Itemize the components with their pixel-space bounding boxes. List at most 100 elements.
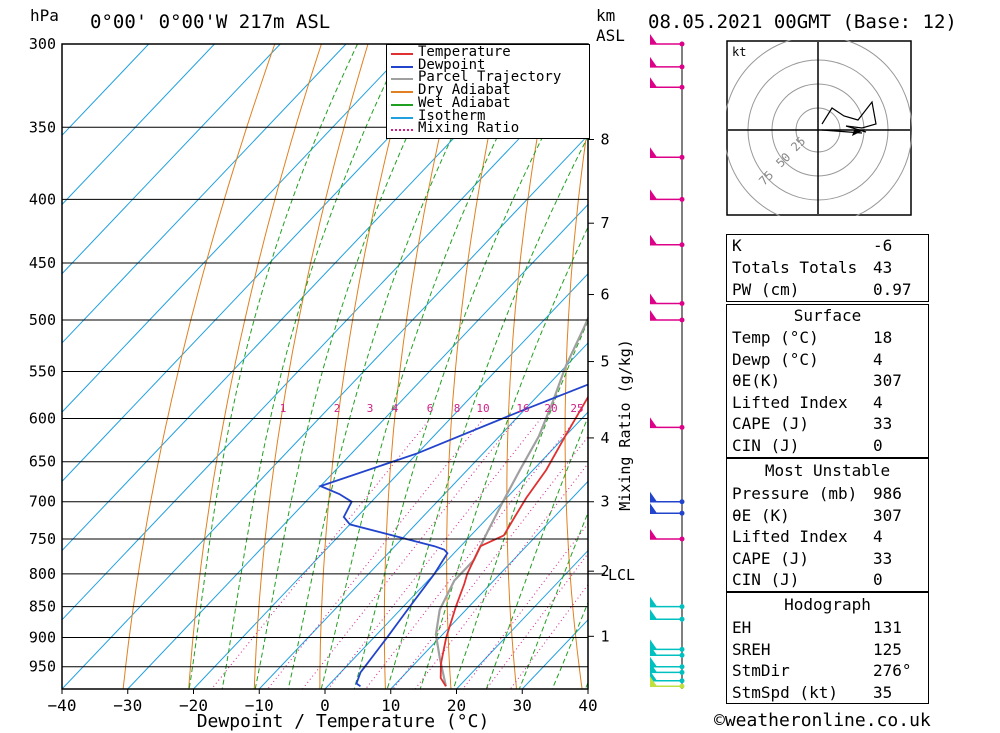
table-label: θE (K) bbox=[732, 505, 790, 525]
isotherm-line bbox=[62, 44, 215, 206]
isotherm-line bbox=[62, 44, 347, 344]
wind-barb bbox=[650, 662, 685, 675]
mixing-ratio-label: 8 bbox=[454, 402, 461, 415]
wind-barb-dot bbox=[679, 669, 685, 675]
wet-adiabat-line bbox=[320, 44, 545, 689]
wind-barb-flag bbox=[650, 309, 657, 320]
wind-barb bbox=[650, 656, 685, 670]
wind-barb-dot bbox=[679, 510, 685, 516]
legend-swatch bbox=[391, 129, 413, 132]
height-km-label: 5 bbox=[600, 353, 609, 371]
table-value: 4 bbox=[873, 349, 883, 369]
table-label: Totals Totals bbox=[732, 258, 858, 277]
table-label: StmDir bbox=[732, 661, 790, 680]
wind-barb bbox=[650, 234, 685, 248]
most-unstable-table: Most Unstable Pressure (mb) 986 θE (K) 307 L… bbox=[726, 458, 929, 592]
dry-adiabat-line bbox=[446, 44, 509, 689]
table-label: CAPE (J) bbox=[732, 414, 810, 433]
x-tick-label: 10 bbox=[381, 696, 400, 715]
x-tick-label: 20 bbox=[447, 696, 466, 715]
x-tick-label: −20 bbox=[179, 696, 208, 715]
mixing-ratio-axis-label: Mixing Ratio (g/kg) bbox=[616, 339, 634, 511]
wind-barb-dot bbox=[679, 424, 685, 430]
wind-barb bbox=[650, 676, 685, 689]
wind-barb bbox=[650, 609, 685, 622]
table-value: 276° bbox=[873, 661, 912, 680]
indices-row: Totals Totals 43 bbox=[727, 257, 928, 279]
table-label: CAPE (J) bbox=[732, 548, 810, 568]
hodograph-row: StmSpd (kt) 35 bbox=[727, 682, 928, 704]
mixing-ratio-line bbox=[365, 418, 577, 689]
table-label: CIN (J) bbox=[732, 570, 800, 589]
wet-adiabat-line bbox=[452, 319, 588, 689]
wind-barb bbox=[650, 529, 685, 542]
height-km-label: 1 bbox=[600, 627, 609, 645]
table-value: 0 bbox=[873, 570, 883, 589]
wind-barb-column bbox=[650, 34, 685, 689]
table-label: Lifted Index bbox=[732, 527, 848, 546]
x-tick-label: 0 bbox=[320, 696, 330, 715]
isotherm-line bbox=[62, 65, 588, 621]
pressure-tick-label: 450 bbox=[29, 254, 56, 272]
wind-barb bbox=[650, 417, 685, 430]
surface-row: Temp (°C) 18 bbox=[727, 327, 928, 349]
table-value: 4 bbox=[873, 527, 883, 546]
table-label: EH bbox=[732, 618, 752, 637]
legend: Temperature Dewpoint Parcel Trajectory Dry … bbox=[386, 44, 590, 139]
indices-row: K -6 bbox=[727, 235, 928, 257]
datetime-label: 08.05.2021 00GMT (Base: 12) bbox=[648, 11, 957, 33]
surface-row: Lifted Index 4 bbox=[727, 392, 928, 414]
wind-barb-flag bbox=[650, 147, 657, 158]
asl-unit-label: ASL bbox=[596, 26, 625, 45]
wind-barb bbox=[650, 596, 685, 610]
table-label: K bbox=[732, 236, 742, 255]
wind-barb bbox=[650, 56, 685, 70]
most-unstable-row: Pressure (mb) 986 bbox=[727, 483, 928, 505]
surface-row: Dewp (°C) 4 bbox=[727, 349, 928, 371]
wind-barb-flag bbox=[650, 656, 657, 667]
wind-barb bbox=[650, 293, 685, 307]
copyright-link[interactable]: ©weatheronline.co.uk bbox=[714, 710, 931, 731]
legend-label: Dewpoint bbox=[418, 56, 486, 73]
wet-adiabat-line bbox=[551, 601, 588, 689]
table-value: 18 bbox=[873, 328, 893, 347]
height-km-label: 6 bbox=[600, 286, 609, 304]
wind-barb-flag bbox=[650, 645, 657, 656]
wind-barb-dot bbox=[679, 646, 685, 652]
isotherm-line bbox=[127, 203, 588, 689]
legend-entry: Dewpoint bbox=[387, 56, 587, 73]
legend-label: Isotherm bbox=[418, 107, 486, 124]
skew-t-chart: 3003504004505005506006507007508008509009… bbox=[29, 35, 635, 732]
dewpoint-series bbox=[317, 383, 588, 688]
mixing-ratio-line bbox=[509, 583, 588, 689]
table-label: StmSpd (kt) bbox=[732, 682, 838, 702]
table-label: θE(K) bbox=[732, 371, 781, 390]
wind-barb bbox=[650, 639, 685, 652]
wind-barb-dot bbox=[679, 41, 685, 47]
wet-adiabat-line bbox=[353, 48, 588, 689]
wind-barb-flag bbox=[650, 293, 657, 304]
legend-label: Temperature bbox=[418, 44, 511, 60]
height-km-label: 2 bbox=[600, 562, 609, 580]
x-tick-label: 40 bbox=[578, 696, 597, 715]
isotherm-line bbox=[456, 549, 588, 689]
legend-entry: Mixing Ratio bbox=[387, 120, 587, 137]
height-km-label: 3 bbox=[600, 493, 609, 511]
wet-adiabat-line bbox=[254, 44, 452, 689]
legend-label: Mixing Ratio bbox=[418, 120, 520, 137]
wind-barb bbox=[650, 491, 685, 505]
legend-entry: Temperature bbox=[387, 44, 587, 60]
table-value: 307 bbox=[873, 371, 902, 390]
legend-entry: Parcel Trajectory bbox=[387, 70, 587, 85]
hodograph-title: Hodograph bbox=[784, 595, 871, 614]
wind-barb-flag bbox=[650, 34, 657, 44]
parcel-trajectory-series bbox=[434, 315, 588, 687]
table-label: SREH bbox=[732, 639, 771, 659]
mixing-ratio-line bbox=[392, 436, 588, 689]
hodograph-trace bbox=[821, 100, 877, 133]
wind-barb bbox=[650, 503, 685, 516]
wind-barb-flag bbox=[650, 417, 657, 428]
mixing-ratio-label: 3 bbox=[367, 402, 374, 415]
legend-swatch bbox=[391, 78, 413, 81]
